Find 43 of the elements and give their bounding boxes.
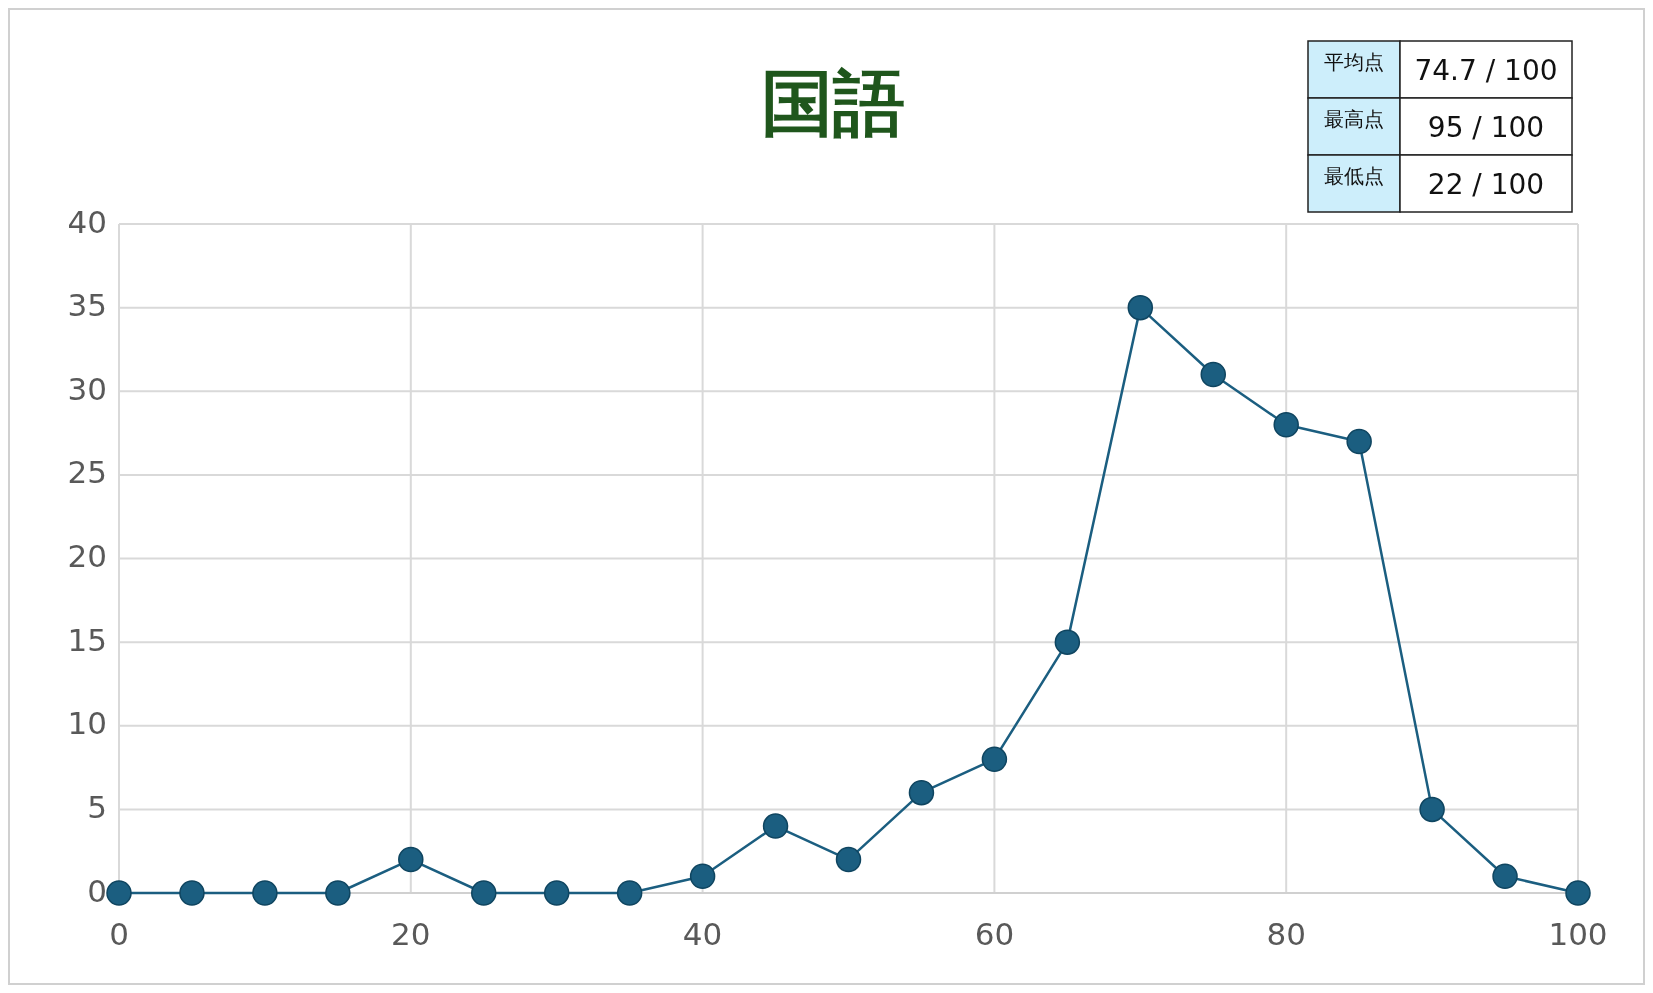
point (762, 813, 789, 839)
point (1200, 361, 1226, 388)
chart-title: 国語 (761, 60, 905, 145)
point (1419, 796, 1445, 823)
point (689, 863, 716, 890)
y-tick-label: 25 (67, 454, 107, 491)
text: 74.7 / 100 (1414, 53, 1558, 87)
point (1492, 863, 1518, 890)
text: 最高点 (1324, 107, 1384, 131)
point (1565, 880, 1591, 906)
x-tick-label: 40 (682, 916, 723, 952)
point (1127, 294, 1154, 321)
point (1054, 629, 1081, 655)
x-tick-label: 20 (391, 916, 431, 952)
point (908, 779, 935, 806)
text: 22 / 100 (1427, 167, 1545, 201)
y-tick-label: 40 (67, 203, 107, 240)
point (981, 746, 1008, 772)
point (252, 880, 278, 906)
y-tick-label: 10 (67, 705, 107, 742)
point (543, 880, 570, 906)
y-tick-label: 20 (67, 538, 107, 574)
y-tick-label: 30 (67, 370, 107, 407)
x-tick-label: 60 (974, 916, 1015, 952)
point (471, 880, 497, 906)
text: 平均点 (1324, 50, 1384, 74)
x-tick-label: 0 (109, 916, 129, 952)
y-tick-label: 5 (87, 788, 107, 825)
point (1346, 428, 1372, 455)
x-tick-label: 80 (1266, 916, 1306, 952)
point (1273, 411, 1299, 438)
point (325, 880, 351, 906)
text: 最低点 (1324, 164, 1384, 188)
y-tick-label: 15 (67, 621, 107, 658)
point (835, 846, 862, 873)
point (616, 880, 643, 906)
point (179, 880, 205, 906)
y-tick-label: 0 (87, 872, 107, 909)
y-tick-label: 35 (67, 287, 107, 324)
x-tick-label: 100 (1548, 916, 1608, 952)
point (398, 846, 424, 873)
point (106, 880, 132, 906)
text: 95 / 100 (1427, 110, 1545, 144)
